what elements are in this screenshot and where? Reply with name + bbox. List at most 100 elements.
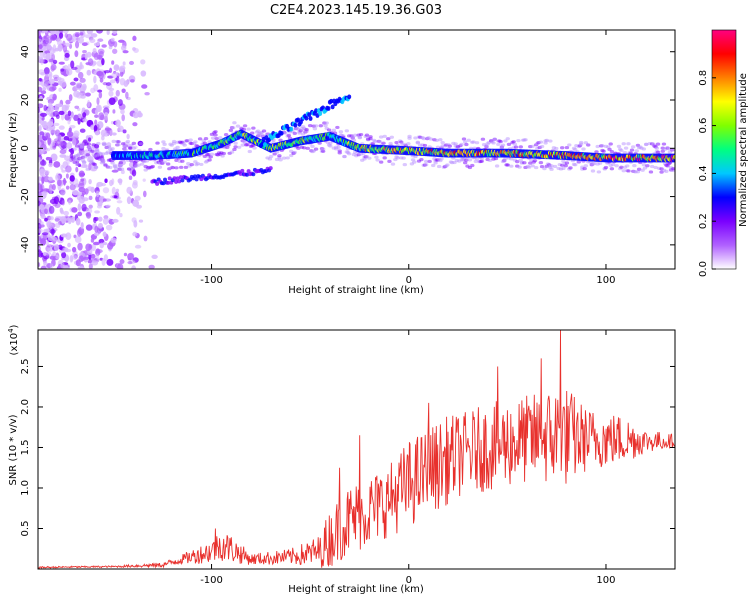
spectrogram-noise-point [88, 204, 93, 209]
spectrogram-noise-point [142, 190, 147, 198]
spectrogram-halo-point [225, 145, 230, 150]
spectrogram-halo-point [412, 160, 417, 164]
spectrogram-halo-point [435, 145, 441, 149]
spectrogram-noise-point [119, 65, 126, 71]
spectrogram-halo-point [221, 151, 226, 156]
spectrogram-noise-point [88, 179, 92, 185]
spectrogram-noise-point [130, 79, 135, 83]
spectrogram-halo-point [161, 146, 166, 151]
spectrogram-noise-point [96, 181, 104, 187]
spectrogram-halo-point [144, 159, 150, 163]
spectrogram-noise-point [140, 59, 146, 65]
spectrogram-halo-point [528, 161, 533, 165]
spectrogram-halo-point [630, 145, 636, 149]
spectrogram-noise-point [86, 51, 92, 58]
spectrogram-halo-point [415, 141, 421, 145]
spectrogram-noise-point [42, 87, 47, 91]
spectrogram-halo-point [120, 142, 126, 146]
spectrogram-halo-point [573, 163, 578, 167]
spectrogram-noise-point [125, 91, 129, 99]
spectrogram-noise-point [127, 253, 134, 261]
spectrogram-noise-point [58, 32, 64, 39]
spectrogram-halo-point [378, 160, 384, 164]
spectrogram-noise-point [108, 87, 115, 92]
spectrogram-halo-point [423, 159, 429, 164]
spectrogram-noise-point [59, 140, 64, 147]
spectrogram-halo-point [207, 158, 212, 162]
spectrogram-noise-point [38, 262, 41, 268]
spectrogram-noise-point [66, 131, 74, 138]
spectrogram-halo-point [87, 146, 93, 151]
spectrogram-halo-point [278, 158, 283, 162]
spectrogram-halo-point [654, 146, 660, 150]
spectrogram-noise-point [138, 219, 144, 223]
spectrogram-noise-point [80, 164, 88, 168]
spectrogram-halo-point [503, 139, 508, 143]
spectrogram-noise-point [121, 114, 125, 122]
spectrogram-noise-point [60, 233, 68, 238]
spectrogram-noise-point [55, 254, 60, 260]
spectrogram-halo-point [583, 141, 589, 145]
spectrogram-noise-point [81, 203, 87, 212]
spectrogram-halo-point [368, 137, 373, 141]
spectrogram-noise-point [47, 223, 53, 228]
spectrogram-noise-point [58, 61, 65, 65]
spectrogram-halo-point [538, 140, 544, 144]
spectrogram-halo-point [165, 162, 171, 166]
spectrogram-halo-point [261, 129, 267, 133]
spectrogram-halo-point [208, 155, 213, 159]
spectrogram-noise-point [39, 131, 45, 136]
spectrogram-halo-point [516, 139, 521, 143]
spectrogram-branch-point [262, 142, 267, 147]
spectrogram-noise-point [79, 77, 86, 83]
spectrogram-halo-point [480, 137, 486, 141]
spectrogram-halo-point [583, 164, 589, 168]
spectrogram-halo-point [184, 139, 190, 143]
spectrogram-halo-point [506, 142, 512, 147]
spectrogram-halo-point [464, 158, 469, 162]
spectrogram-halo-point [242, 124, 248, 128]
spectrogram-noise-point [47, 104, 55, 113]
spectrogram-branch-point [308, 116, 313, 121]
spectrogram-x-label: Height of straight line (km) [288, 285, 424, 296]
spectrogram-noise-point [50, 153, 58, 162]
spectrogram-halo-point [390, 162, 396, 166]
spectrogram-noise-point [111, 72, 118, 79]
spectrogram-noise-point [49, 118, 54, 123]
spectrogram-noise-point [96, 70, 104, 77]
spectrogram-noise-point [71, 190, 79, 196]
spectrogram-halo-point [609, 149, 615, 154]
spectrogram-noise-point [111, 60, 115, 65]
snr-scale-label: (x104) [7, 324, 20, 355]
spectrogram-noise-point [43, 34, 50, 39]
spectrogram-halo-point [304, 128, 309, 132]
spectrogram-noise-point [84, 188, 89, 195]
spectrogram-halo-point [374, 155, 379, 159]
spectrogram-noise-point [49, 198, 57, 205]
spectrogram-noise-point [65, 173, 69, 179]
spectrogram-noise-point [120, 45, 127, 51]
spectrogram-halo-point [539, 144, 545, 149]
spectrogram-noise-point [111, 169, 119, 173]
snr-x-label: Height of straight line (km) [288, 584, 424, 595]
spectrogram-halo-point [655, 150, 661, 154]
spectrogram-noise-point [98, 112, 105, 121]
spectrogram-halo-point [626, 169, 631, 173]
spectrogram-lower-branch-point [238, 171, 243, 176]
spectrogram-noise-point [102, 198, 107, 202]
spectrogram-halo-point [552, 164, 558, 169]
snr-x-tick-label: 100 [596, 575, 615, 586]
spectrogram-noise-point [115, 89, 120, 97]
spectrogram-noise-point [93, 241, 100, 246]
spectrogram-halo-point [131, 141, 137, 146]
spectrogram-halo-point [413, 136, 418, 140]
spectrogram-halo-point [331, 128, 337, 132]
spectrogram-halo-point [150, 164, 155, 169]
spectrogram-halo-point [440, 141, 445, 145]
spectrogram-halo-point [245, 143, 250, 147]
spectrogram-halo-point [313, 147, 319, 151]
spectrogram-noise-point [113, 41, 118, 48]
spectrogram-halo-point [357, 135, 363, 139]
spectrogram-noise-point [109, 179, 114, 187]
spectrogram-halo-point [474, 141, 480, 145]
